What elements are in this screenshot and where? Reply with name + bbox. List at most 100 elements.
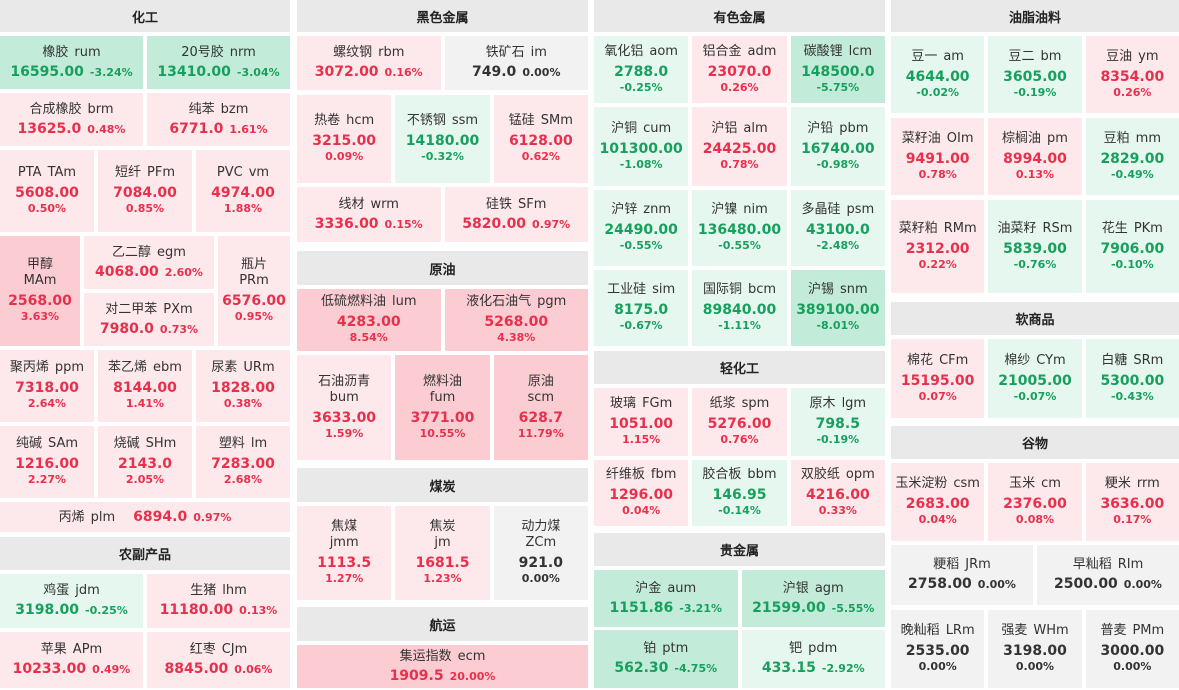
quote-price: 4068.00 (95, 263, 159, 280)
quote-name-line: 玉米淀粉 csm (895, 476, 980, 492)
quote-price: 9491.00 (905, 150, 970, 167)
quote-change: 2.64% (27, 397, 67, 410)
quote-change: 1.61% (229, 122, 268, 136)
quote-value-line: 3336.00 0.15% (315, 215, 423, 233)
quote-tile: 液化石油气 pgm 5268.00 4.38% (444, 289, 588, 351)
quote-name-line: 合成橡胶 brm (29, 102, 113, 118)
quote-code: RMm (943, 220, 977, 236)
quote-name-line: PVC vm (217, 165, 269, 181)
quote-tile: 粳米 rrm 3636.00 0.17% (1085, 463, 1179, 541)
quote-tile: 低硫燃料油 lum 4283.00 8.54% (297, 289, 441, 351)
quote-tile: 石油沥青 bum 3633.00 1.59% (297, 355, 392, 460)
quote-code: wrm (370, 196, 399, 212)
quote-tile: 对二甲苯 PXm 7980.0 0.73% (84, 293, 214, 346)
quote-code: jmm (329, 535, 359, 550)
quote-price: 146.95 (712, 487, 767, 503)
quote-value-line: 2758.00 0.00% (908, 575, 1016, 593)
quote-price: 5839.00 (1003, 240, 1067, 257)
quote-code: PXm (163, 301, 193, 317)
quote-name: 塑料 (218, 436, 245, 451)
quote-price: 2535.00 (905, 643, 970, 659)
quote-name: 早籼稻 (1072, 557, 1112, 572)
quote-code: fbm (650, 467, 677, 482)
quote-name: 尿素 (211, 360, 238, 375)
quote-tile: 纯苯 bzm 6771.0 1.61% (147, 93, 290, 146)
quote-name-line: 棉花 CFm (907, 353, 968, 369)
quote-change: 0.33% (818, 504, 857, 517)
quote-price: 3198.00 (1003, 643, 1067, 659)
quote-name-line: 液化石油气 pgm (466, 294, 566, 310)
quote-change: -2.48% (816, 239, 860, 252)
quote-name-line: 粳米 rrm (1105, 476, 1160, 492)
quote-name-line: 沪金 aum (635, 581, 696, 597)
section-title: 轻化工 (594, 351, 885, 384)
quote-tile: 豆二 bm 3605.00 -0.19% (988, 36, 1082, 113)
quote-tile: 油菜籽 RSm 5839.00 -0.76% (988, 200, 1082, 293)
quote-tile: 菜籽粕 RMm 2312.00 0.22% (891, 200, 985, 293)
quote-code: aom (649, 43, 678, 59)
quote-code: mm (1135, 130, 1161, 146)
quote-tile: 丙烯 plm 6894.0 0.97% (0, 502, 290, 532)
quote-price: 16595.00 (10, 63, 84, 80)
section-title: 有色金属 (594, 0, 885, 32)
quote-tile: 集运指数 ecm 1909.5 20.00% (297, 645, 588, 688)
quote-name-line: 玉米 cm (1009, 476, 1061, 492)
quote-code: hcm (346, 113, 375, 128)
quote-tile: PVC vm 4974.00 1.88% (196, 150, 290, 232)
quote-price: 389100.00 (796, 302, 880, 318)
quote-price: 1296.00 (609, 487, 674, 503)
quote-change: 0.00% (1123, 578, 1162, 591)
quote-code: adm (747, 43, 777, 59)
quote-tile: 不锈钢 ssm 14180.00 -0.32% (395, 95, 490, 183)
quote-name-line: 碳酸锂 lcm (804, 44, 872, 60)
quote-code: APm (72, 642, 103, 657)
quote-name-line: 烧碱 SHm (114, 436, 177, 452)
quote-name-line: 沪铝 alm (711, 121, 767, 137)
quote-name-line: 尿素 URm (211, 360, 274, 376)
quote-name-line: 瓶片 (241, 257, 267, 273)
quote-code: SAm (47, 436, 79, 451)
quote-name: 对二甲苯 (105, 301, 158, 317)
quote-name: 焦煤 (331, 519, 358, 534)
quote-tile: 燃料油 fum 3771.00 10.55% (395, 355, 490, 460)
quote-code-line: scm (528, 390, 555, 406)
quote-name: 橡胶 (42, 44, 69, 60)
quote-price: 4283.00 (336, 314, 401, 330)
quote-value-line: 3198.00 -0.25% (15, 601, 128, 619)
quote-code: sim (652, 282, 676, 297)
quote-name: 玉米淀粉 (895, 476, 948, 491)
quote-price: 3336.00 (314, 215, 379, 232)
quote-name: 纸浆 (709, 396, 736, 411)
quote-name-line: 铂 ptm (643, 641, 688, 657)
quote-change: -8.01% (816, 319, 860, 332)
quote-name: 玉米 (1009, 476, 1036, 491)
quote-tile: 晚籼稻 LRm 2535.00 0.00% (891, 610, 985, 688)
quote-name-line: 原木 lgm (810, 396, 867, 412)
quote-tile: 菜籽油 OIm 9491.00 0.78% (891, 118, 985, 195)
quote-change: -0.67% (619, 319, 663, 332)
quote-name: 氧化铝 (604, 43, 644, 59)
quote-name: 液化石油气 (466, 294, 532, 309)
quote-name-line: 国际铜 bcm (703, 282, 776, 298)
quote-name: 丙烯 (58, 509, 85, 525)
quote-change: 2.27% (27, 473, 67, 486)
quote-tile: 纸浆 spm 5276.00 0.76% (692, 388, 787, 456)
quote-name: 烧碱 (113, 436, 140, 451)
quote-name-line: 双胶纸 opm (801, 467, 875, 483)
quote-name: 甲醇 (26, 257, 53, 272)
quote-tile: 沪锌 znm 24490.00 -0.55% (594, 190, 689, 266)
quote-code: bum (329, 389, 359, 405)
quote-code: fum (429, 389, 456, 405)
quote-change: 1.27% (325, 572, 364, 585)
quote-change: 0.00% (1015, 660, 1055, 673)
quote-name-line: 纯碱 SAm (16, 436, 78, 452)
quote-name: 棕榈油 (1002, 130, 1042, 146)
quote-price: 5608.00 (15, 185, 79, 201)
quote-tile: 胶合板 bbm 146.95 -0.14% (692, 460, 787, 526)
quote-tile: 氧化铝 aom 2788.0 -0.25% (594, 36, 689, 103)
quote-name-line: 多晶硅 psm (801, 202, 874, 218)
quote-change: -4.75% (674, 662, 718, 675)
quote-name: 豆粕 (1103, 130, 1130, 146)
quote-change: -0.19% (816, 433, 860, 446)
